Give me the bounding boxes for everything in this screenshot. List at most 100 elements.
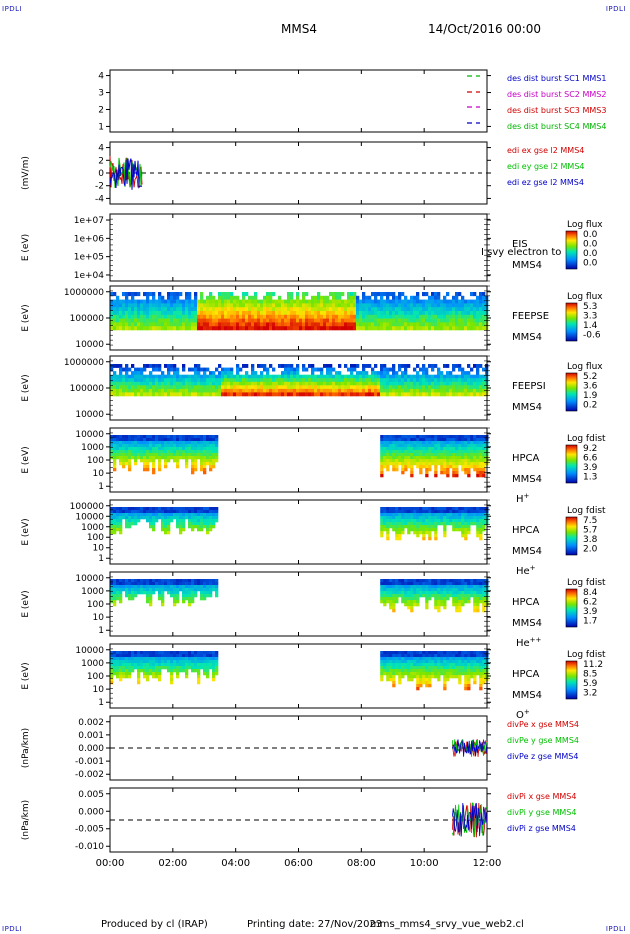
spectrogram-cell <box>347 385 351 390</box>
spectrogram-cell <box>281 311 285 316</box>
spectrogram-cell <box>473 314 477 319</box>
spectrogram-cell <box>377 322 381 327</box>
spectrogram-cell <box>419 456 423 460</box>
spectrogram-cell <box>422 385 426 390</box>
spectrogram-cell <box>167 374 171 379</box>
spectrogram-cell <box>428 374 432 379</box>
spectrogram-cell <box>302 392 306 397</box>
spectrogram-cell <box>392 450 396 454</box>
spectrogram-cell <box>386 675 390 679</box>
spectrogram-cell <box>275 318 279 323</box>
spectrogram-cell <box>419 513 423 517</box>
spectrogram-cell <box>191 462 195 466</box>
spectrogram-cell <box>179 588 183 592</box>
spectrogram-cell <box>164 465 168 469</box>
spectrogram-cell <box>155 654 159 658</box>
spectrogram-cell <box>404 468 408 472</box>
spectrogram-cell <box>212 678 216 682</box>
spectrogram-cell <box>416 388 420 393</box>
spectrogram-cell <box>392 666 396 670</box>
spectrogram-cell <box>386 678 390 682</box>
spectrogram-cell <box>371 385 375 390</box>
spectrogram-cell <box>152 303 156 308</box>
spectrogram-cell <box>167 385 171 390</box>
spectrogram-cell <box>155 672 159 676</box>
spectrogram-cell <box>119 453 123 457</box>
spectrogram-cell <box>206 672 210 676</box>
spectrogram-cell <box>176 660 180 664</box>
spectrogram-cell <box>362 314 366 319</box>
spectrogram-cell <box>305 311 309 316</box>
spectrogram-cell <box>449 299 453 304</box>
spectrogram-cell <box>380 579 384 583</box>
spectrogram-cell <box>398 392 402 397</box>
spectrogram-cell <box>458 606 462 610</box>
spectrogram-cell <box>419 303 423 308</box>
spectrogram-cell <box>374 299 378 304</box>
spectrogram-cell <box>161 311 165 316</box>
spectrogram-cell <box>188 585 192 589</box>
spectrogram-cell <box>218 318 222 323</box>
spectrogram-cell <box>134 585 138 589</box>
spectrogram-cell <box>467 318 471 323</box>
spectrogram-cell <box>464 510 468 514</box>
spectrogram-cell <box>392 311 396 316</box>
spectrogram-cell <box>467 299 471 304</box>
spectrogram-cell <box>410 468 414 472</box>
spectrogram-cell <box>344 303 348 308</box>
spectrogram-cell <box>428 468 432 472</box>
spectrogram-cell <box>455 516 459 520</box>
spectrogram-cell <box>236 299 240 304</box>
spectrogram-cell <box>161 603 165 607</box>
spectrogram-cell <box>236 392 240 397</box>
spectrogram-cell <box>482 474 486 478</box>
spectrogram-cell <box>446 441 450 445</box>
spectrogram-cell <box>437 435 441 439</box>
spectrogram-cell <box>320 299 324 304</box>
spectrogram-cell <box>290 326 294 331</box>
spectrogram-cell <box>119 307 123 312</box>
spectrogram-cell <box>245 292 249 297</box>
spectrogram-cell <box>224 381 228 386</box>
spectrogram-cell <box>386 657 390 661</box>
spectrogram-cell <box>314 318 318 323</box>
spectrogram-cell <box>194 326 198 331</box>
spectrogram-cell <box>446 588 450 592</box>
spectrogram-cell <box>125 582 129 586</box>
spectrogram-cell <box>221 374 225 379</box>
spectrogram-cell <box>182 597 186 601</box>
spectrogram-cell <box>428 597 432 601</box>
spectrogram-cell <box>413 462 417 466</box>
spectrogram-cell <box>293 299 297 304</box>
spectrogram-cell <box>332 299 336 304</box>
spectrogram-cell <box>425 374 429 379</box>
spectrogram-cell <box>278 314 282 319</box>
spectrogram-cell <box>251 314 255 319</box>
spectrogram-cell <box>476 513 480 517</box>
spectrogram-cell <box>467 582 471 586</box>
spectrogram-cell <box>191 597 195 601</box>
spectrogram-cell <box>479 435 483 439</box>
spectrogram-cell <box>179 519 183 523</box>
spectrogram-cell <box>308 318 312 323</box>
spectrogram-cell <box>152 522 156 526</box>
spectrogram-cell <box>308 311 312 316</box>
spectrogram-cell <box>353 318 357 323</box>
spectrogram-cell <box>119 510 123 514</box>
spectrogram-cell <box>200 465 204 469</box>
spectrogram-cell <box>416 447 420 451</box>
spectrogram-cell <box>221 326 225 331</box>
spectrogram-cell <box>110 385 114 390</box>
spectrogram-cell <box>401 314 405 319</box>
spectrogram-cell <box>317 381 321 386</box>
spectrogram-cell <box>176 453 180 457</box>
spectrogram-cell <box>455 582 459 586</box>
spectrogram-cell <box>392 385 396 390</box>
spectrogram-cell <box>239 326 243 331</box>
spectrogram-cell <box>170 660 174 664</box>
spectrogram-cell <box>113 459 117 463</box>
spectrogram-cell <box>395 322 399 327</box>
spectrogram-cell <box>320 371 324 375</box>
spectrogram-cell <box>398 459 402 463</box>
spectrogram-cell <box>167 516 171 520</box>
